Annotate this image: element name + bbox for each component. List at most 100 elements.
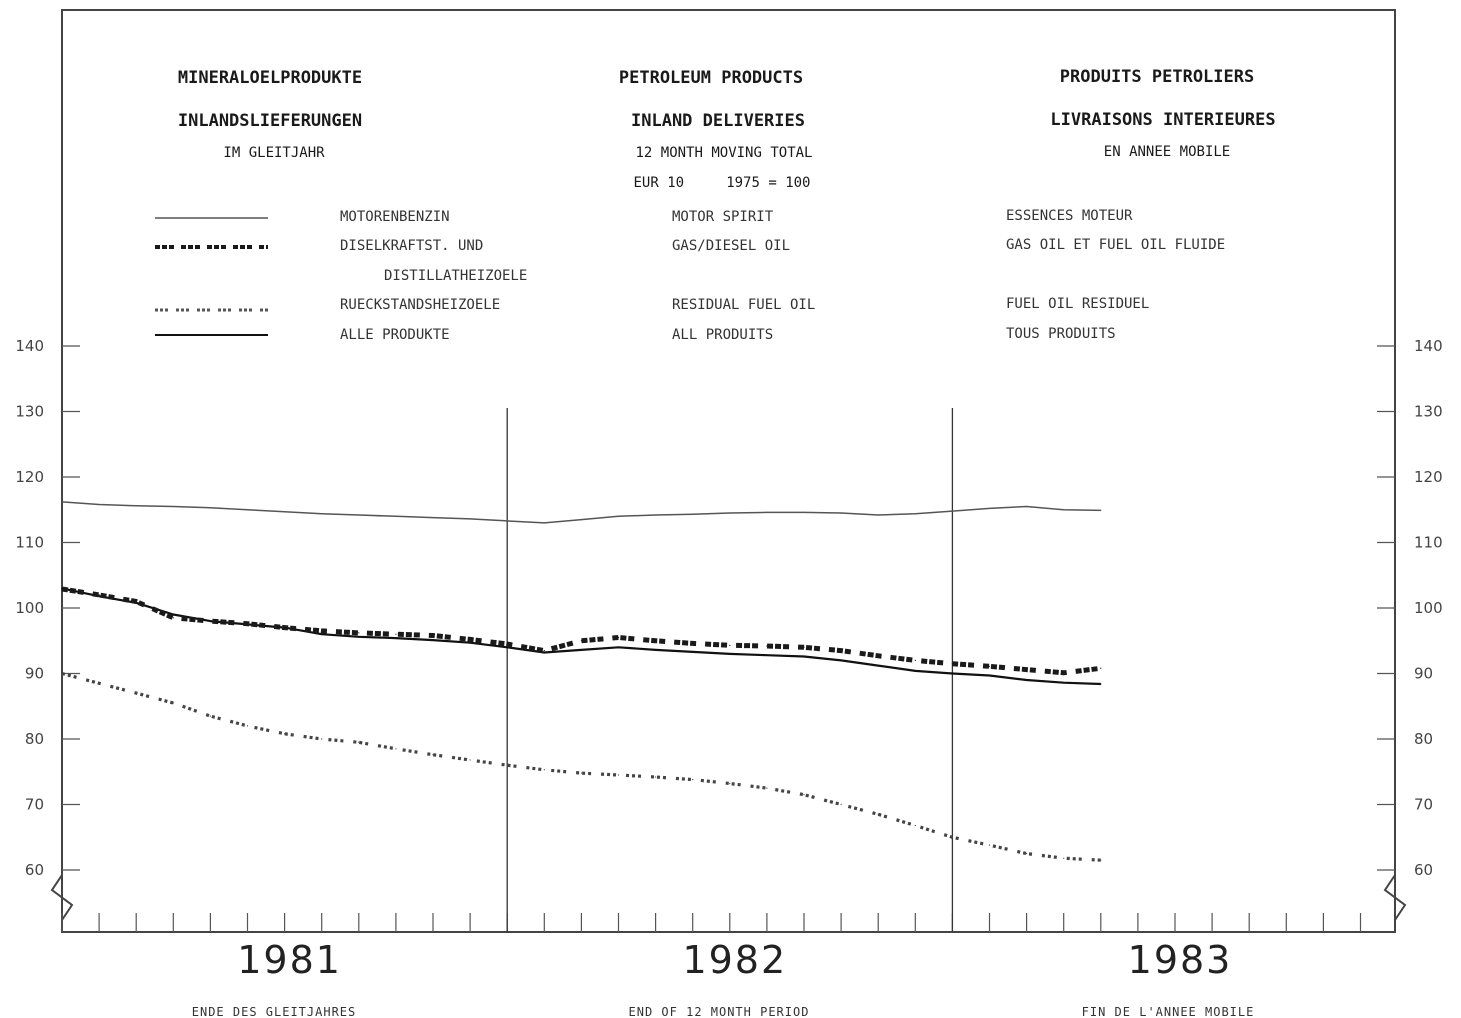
legend-en-motor: MOTOR SPIRIT — [672, 209, 774, 225]
series-point-1 — [877, 655, 879, 657]
series-point-1 — [580, 640, 583, 642]
series-point-0 — [61, 501, 63, 503]
legend-de-gas: DISELKRAFTST. UND — [340, 238, 483, 254]
series-point-3 — [395, 637, 397, 639]
series-point-3 — [803, 655, 805, 658]
series-point-3 — [358, 636, 360, 638]
series-point-3 — [1063, 682, 1065, 684]
series-point-3 — [729, 653, 731, 655]
series-point-0 — [803, 511, 805, 513]
legend-en-gas: GAS/DIESEL OIL — [672, 238, 790, 254]
series-point-0 — [914, 513, 916, 515]
series-point-3 — [914, 670, 916, 672]
header-en-base: EUR 10 1975 = 100 — [633, 175, 810, 191]
legend-en-residual: RESIDUAL FUEL OIL — [672, 297, 815, 313]
y-tick-label-left: 120 — [15, 468, 44, 486]
header-fr-title: PRODUITS PETROLIERS — [1060, 67, 1254, 87]
series-point-0 — [655, 514, 657, 516]
series-point-3 — [580, 649, 583, 651]
series-point-2 — [321, 738, 323, 740]
y-tick-label-right: 130 — [1414, 403, 1443, 421]
series-point-1 — [1063, 672, 1065, 674]
footer-de: ENDE DES GLEITJAHRES — [192, 1005, 357, 1018]
series-point-1 — [1026, 668, 1028, 671]
header-fr-subtitle: LIVRAISONS INTERIEURES — [1050, 110, 1275, 130]
series-point-3 — [617, 646, 620, 648]
series-point-2 — [172, 702, 174, 704]
series-point-1 — [692, 642, 694, 644]
series-point-0 — [98, 503, 100, 506]
series-point-3 — [469, 642, 471, 644]
y-tick-label-left: 100 — [15, 599, 44, 617]
series-point-2 — [98, 682, 100, 684]
legend-de-motor: MOTORENBENZIN — [340, 209, 450, 225]
series-point-0 — [617, 515, 620, 517]
series-point-1 — [1100, 667, 1102, 669]
axis-break-right — [1383, 874, 1407, 921]
y-tick-label-left: 110 — [15, 534, 44, 552]
series-point-0 — [840, 512, 842, 514]
y-tick-label-left: 80 — [25, 730, 44, 748]
y-tick-label-left: 140 — [15, 337, 44, 355]
legend-fr-residual: FUEL OIL RESIDUEL — [1006, 296, 1149, 312]
header-de-subtitle: INLANDSLIEFERUNGEN — [178, 111, 362, 131]
footer-fr: FIN DE L'ANNEE MOBILE — [1082, 1005, 1255, 1018]
series-point-3 — [432, 639, 434, 641]
series-point-0 — [729, 512, 731, 514]
series-point-0 — [1026, 505, 1028, 508]
series-point-2 — [432, 754, 434, 756]
series-point-1 — [506, 643, 508, 645]
series-line-2 — [61, 671, 1101, 862]
series-point-1 — [61, 588, 63, 590]
series-point-2 — [914, 824, 916, 827]
series-point-3 — [951, 672, 954, 675]
series-point-1 — [766, 645, 768, 647]
series-point-1 — [543, 649, 545, 652]
series-point-1 — [395, 633, 397, 635]
series-point-2 — [469, 759, 471, 761]
series-point-1 — [951, 663, 954, 665]
series-point-3 — [543, 651, 545, 654]
header-en-title: PETROLEUM PRODUCTS — [619, 68, 803, 88]
series-point-0 — [135, 505, 137, 507]
series-point-0 — [506, 520, 508, 522]
series-point-2 — [246, 725, 249, 727]
series-point-2 — [580, 772, 583, 774]
series-point-0 — [395, 515, 397, 517]
series-point-1 — [914, 659, 916, 662]
series-point-2 — [766, 787, 768, 789]
series-point-3 — [988, 674, 991, 677]
series-point-0 — [172, 505, 174, 508]
header-fr-note: EN ANNEE MOBILE — [1104, 144, 1230, 160]
header-de-note: IM GLEITJAHR — [223, 145, 325, 161]
series-point-0 — [321, 513, 323, 515]
series-point-3 — [98, 595, 100, 597]
series-point-3 — [655, 649, 657, 651]
series-point-2 — [803, 794, 805, 796]
series-point-2 — [1026, 853, 1028, 855]
chart-frame — [61, 9, 1396, 933]
series-point-3 — [766, 654, 768, 656]
series-point-2 — [61, 672, 63, 675]
series-point-3 — [692, 651, 694, 653]
series-point-2 — [358, 741, 360, 743]
series-point-2 — [543, 769, 545, 771]
series-point-3 — [506, 646, 508, 648]
series-point-2 — [729, 782, 731, 785]
series-point-2 — [951, 836, 954, 838]
y-tick-label-right: 80 — [1414, 730, 1433, 748]
series-point-2 — [1100, 859, 1102, 861]
series-point-1 — [655, 640, 657, 642]
series-point-2 — [135, 692, 137, 694]
series-point-1 — [617, 636, 620, 639]
series-point-1 — [209, 620, 211, 622]
series-point-1 — [284, 627, 286, 629]
series-point-1 — [803, 646, 805, 648]
series-point-0 — [209, 507, 211, 509]
series-point-2 — [840, 803, 842, 806]
series-point-1 — [135, 600, 137, 603]
y-tick-label-left: 130 — [15, 403, 44, 421]
series-point-0 — [358, 514, 360, 516]
y-tick-label-right: 140 — [1414, 337, 1443, 355]
